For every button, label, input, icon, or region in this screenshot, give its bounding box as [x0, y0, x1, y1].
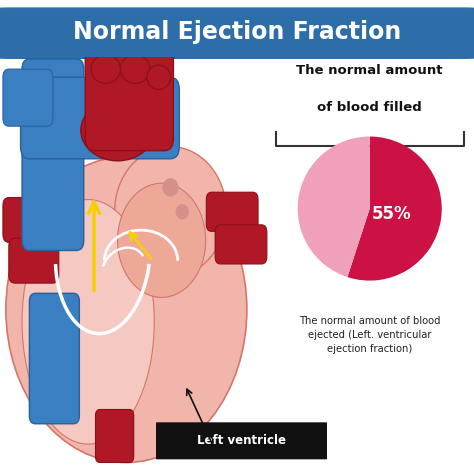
FancyBboxPatch shape	[85, 45, 173, 151]
FancyBboxPatch shape	[29, 293, 79, 424]
Ellipse shape	[81, 100, 155, 161]
Ellipse shape	[175, 204, 189, 219]
FancyBboxPatch shape	[96, 410, 134, 463]
Text: Left ventricle: Left ventricle	[197, 434, 286, 447]
Text: of blood filled: of blood filled	[318, 101, 422, 114]
FancyBboxPatch shape	[206, 192, 258, 231]
Text: Normal Ejection Fraction: Normal Ejection Fraction	[73, 20, 401, 44]
Text: The normal amount: The normal amount	[296, 64, 443, 77]
Wedge shape	[347, 137, 442, 281]
Wedge shape	[298, 137, 370, 277]
Ellipse shape	[115, 146, 226, 277]
Ellipse shape	[22, 200, 155, 444]
Ellipse shape	[6, 157, 247, 463]
FancyBboxPatch shape	[9, 238, 59, 283]
FancyBboxPatch shape	[3, 198, 53, 242]
Ellipse shape	[163, 178, 179, 197]
FancyBboxPatch shape	[22, 59, 84, 250]
FancyBboxPatch shape	[0, 8, 474, 58]
Ellipse shape	[91, 55, 120, 83]
FancyBboxPatch shape	[20, 77, 179, 159]
FancyBboxPatch shape	[151, 423, 332, 459]
FancyBboxPatch shape	[3, 69, 53, 126]
FancyBboxPatch shape	[215, 225, 267, 264]
Ellipse shape	[147, 65, 171, 90]
Text: 55%: 55%	[372, 205, 411, 223]
Ellipse shape	[120, 55, 150, 83]
Ellipse shape	[118, 183, 206, 297]
Text: The normal amount of blood
ejected (Left. ventricular
ejection fraction): The normal amount of blood ejected (Left…	[299, 316, 440, 354]
